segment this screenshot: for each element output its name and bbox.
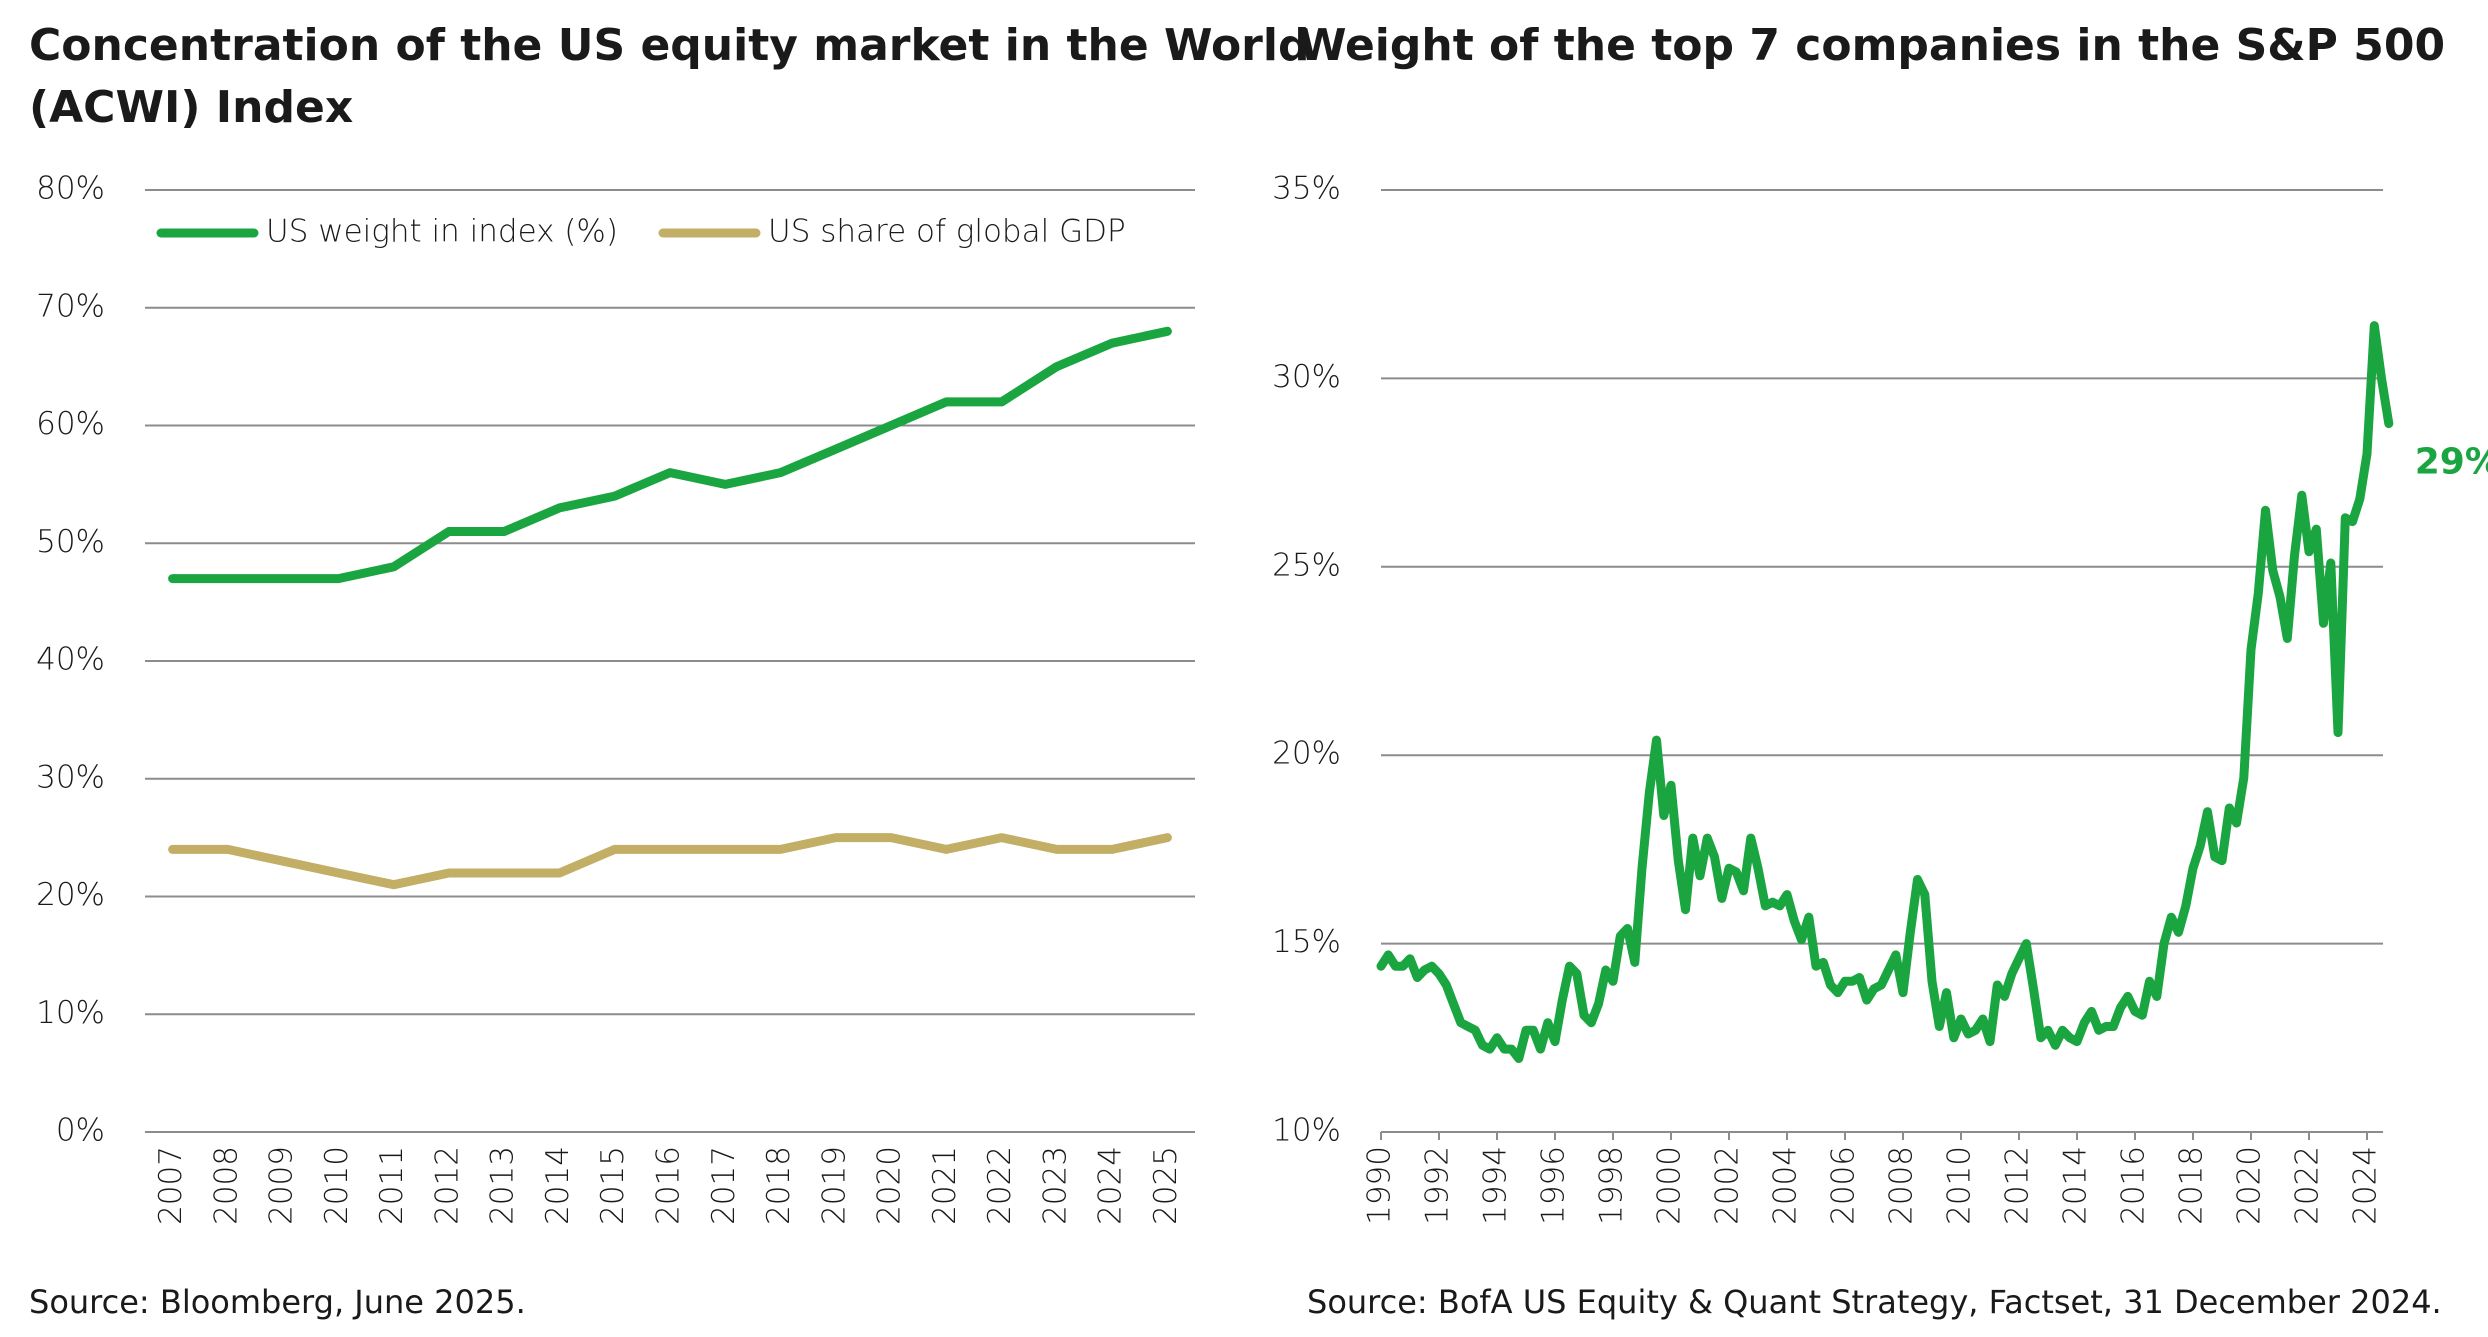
chart-title: Concentration of the US equity market in… xyxy=(29,20,1309,71)
data-line xyxy=(168,326,1172,584)
y-tick-label: 15% xyxy=(1272,924,1341,960)
annotation: 29% xyxy=(2415,442,2488,483)
x-tick-label: 2014 xyxy=(540,1146,576,1225)
y-tick-label: 50% xyxy=(36,524,105,560)
x-tick-label: 1994 xyxy=(1478,1146,1514,1225)
y-tick-label: 20% xyxy=(36,877,105,913)
source-note: Source: Bloomberg, June 2025. xyxy=(29,1283,526,1321)
x-tick-label: 2022 xyxy=(2290,1146,2326,1225)
x-tick-label: 2017 xyxy=(706,1146,742,1225)
x-tick-label: 2006 xyxy=(1826,1146,1862,1225)
x-tick-label: 2007 xyxy=(153,1146,189,1225)
x-tick-label: 2013 xyxy=(485,1146,521,1225)
x-tick-label: 2018 xyxy=(761,1146,797,1225)
x-tick-label: 2002 xyxy=(1710,1146,1746,1225)
chart-title: (ACWI) Index xyxy=(29,82,353,133)
y-tick-label: 80% xyxy=(36,171,105,207)
x-tick-label: 1992 xyxy=(1420,1146,1456,1225)
x-tick-label: 2024 xyxy=(1093,1146,1129,1225)
y-tick-label: 40% xyxy=(36,642,105,678)
x-tick-label: 2012 xyxy=(429,1146,465,1225)
y-tick-label: 60% xyxy=(36,406,105,442)
y-tick-label: 30% xyxy=(36,759,105,795)
x-tick-label: 2009 xyxy=(264,1146,300,1225)
data-line xyxy=(168,833,1172,890)
x-tick-label: 2020 xyxy=(872,1146,908,1225)
x-tick-label: 2019 xyxy=(816,1146,852,1225)
x-tick-label: 2010 xyxy=(1942,1146,1978,1225)
y-tick-label: 10% xyxy=(1272,1113,1341,1149)
x-tick-label: 2020 xyxy=(2232,1146,2268,1225)
x-tick-label: 2022 xyxy=(982,1146,1018,1225)
y-tick-label: 20% xyxy=(1272,736,1341,772)
x-tick-label: 2011 xyxy=(374,1146,410,1225)
legend-label: US weight in index (%) xyxy=(266,214,618,250)
x-tick-label: 1996 xyxy=(1536,1146,1572,1225)
legend-label: US share of global GDP xyxy=(768,214,1126,250)
y-tick-label: 35% xyxy=(1272,171,1341,207)
chart-title: Weight of the top 7 companies in the S&P… xyxy=(1298,20,2445,71)
x-tick-label: 2012 xyxy=(2000,1146,2036,1225)
y-tick-label: 30% xyxy=(1272,359,1341,395)
y-tick-label: 10% xyxy=(36,995,105,1031)
data-line xyxy=(1376,321,2394,1063)
x-tick-label: 2021 xyxy=(927,1146,963,1225)
y-tick-label: 25% xyxy=(1272,547,1341,583)
x-tick-label: 2018 xyxy=(2174,1146,2210,1225)
source-note: Source: BofA US Equity & Quant Strategy,… xyxy=(1307,1283,2442,1321)
x-tick-label: 1998 xyxy=(1594,1146,1630,1225)
x-tick-label: 2023 xyxy=(1037,1146,1073,1225)
x-tick-label: 2008 xyxy=(208,1146,244,1225)
x-tick-label: 2016 xyxy=(651,1146,687,1225)
y-tick-label: 0% xyxy=(56,1113,105,1149)
x-tick-label: 1990 xyxy=(1362,1146,1398,1225)
x-tick-label: 2010 xyxy=(319,1146,355,1225)
x-tick-label: 2015 xyxy=(595,1146,631,1225)
x-tick-label: 2024 xyxy=(2348,1146,2384,1225)
y-tick-label: 70% xyxy=(36,288,105,324)
x-tick-label: 2014 xyxy=(2058,1146,2094,1225)
x-tick-label: 2000 xyxy=(1652,1146,1688,1225)
x-tick-label: 2016 xyxy=(2116,1146,2152,1225)
x-tick-label: 2008 xyxy=(1884,1146,1920,1225)
x-tick-label: 2025 xyxy=(1148,1146,1184,1225)
x-tick-label: 2004 xyxy=(1768,1146,1804,1225)
